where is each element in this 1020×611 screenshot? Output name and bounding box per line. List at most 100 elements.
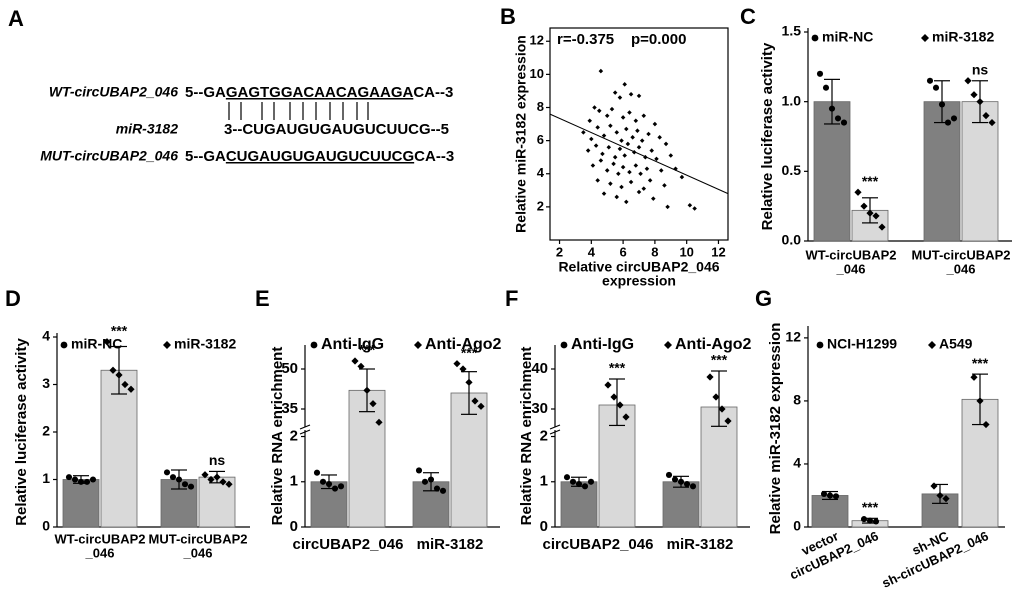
y-tick-label: 1: [42, 470, 50, 486]
y-tick-label: 1: [540, 473, 548, 490]
point: [620, 164, 626, 170]
point: [665, 204, 670, 210]
sequence-part: CA--3: [413, 84, 453, 101]
panel-letter: A: [8, 6, 24, 31]
marker: [976, 397, 984, 405]
sequence-name: MUT-circUBAP2_046: [40, 148, 178, 164]
marker: [213, 473, 221, 481]
significance-label: ***: [359, 342, 376, 358]
point: [652, 121, 658, 127]
panel-letter: E: [255, 286, 270, 311]
point: [627, 169, 632, 175]
x-axis-label: expression: [602, 273, 676, 289]
point: [628, 179, 634, 185]
y-tick-label: 0: [793, 518, 801, 534]
marker: [689, 483, 697, 490]
marker: [872, 518, 880, 525]
point: [641, 186, 647, 191]
y-tick-label: 8: [537, 99, 544, 114]
x-tick-label: MUT-circUBAP2: [149, 531, 248, 546]
y-tick-label: 0: [290, 518, 298, 535]
marker: [337, 483, 345, 490]
x-tick-label: miR-3182: [667, 536, 734, 553]
point: [585, 148, 591, 153]
y-tick-label: 3: [42, 375, 50, 391]
pairing-lines: [228, 102, 369, 120]
point: [601, 191, 607, 196]
point: [654, 156, 659, 162]
point: [627, 110, 632, 115]
sequence-part: GAGTGGACAACAGAAGA: [226, 84, 414, 101]
panel-letter: F: [505, 286, 518, 311]
marker: [71, 476, 79, 483]
bar: [100, 369, 138, 528]
marker: [826, 492, 834, 499]
marker: [610, 393, 618, 401]
bar: [560, 481, 598, 528]
significance-label: ***: [972, 355, 989, 371]
point: [663, 141, 669, 147]
significance-label: ***: [711, 352, 728, 368]
sequence-part: CUGAUGUGAUGUCUUCG: [226, 148, 414, 165]
marker: [878, 223, 886, 231]
marker: [187, 483, 195, 490]
significance-label: ***: [609, 360, 626, 376]
bar: [700, 406, 738, 528]
marker: [471, 397, 479, 405]
marker: [866, 209, 874, 217]
point: [622, 153, 627, 158]
marker: [872, 212, 880, 220]
axis-break: [299, 424, 311, 430]
panel-letter: B: [500, 4, 516, 29]
y-tick-label: 8: [793, 392, 801, 408]
marker: [433, 485, 441, 492]
legend-label: miR-NC: [71, 336, 122, 352]
marker: [982, 112, 990, 120]
marker: [604, 381, 612, 389]
bar: [450, 392, 488, 528]
plot-frame: [549, 27, 729, 241]
legend-label: NCI-H1299: [827, 336, 897, 352]
sequence-part: 5--GA: [185, 84, 226, 101]
point: [649, 148, 654, 153]
legend-label: Anti-Ago2: [425, 336, 502, 353]
axis-break: [299, 429, 311, 435]
point: [622, 82, 627, 87]
marker: [832, 493, 840, 500]
marker: [421, 478, 429, 485]
marker: [60, 341, 68, 349]
significance-label: ***: [862, 499, 879, 515]
marker: [331, 485, 339, 492]
point: [587, 118, 592, 124]
marker: [83, 478, 91, 485]
marker: [465, 378, 473, 386]
y-tick-label: 4: [793, 455, 801, 471]
x-tick-label: WT-circUBAP2: [805, 247, 896, 262]
point: [647, 178, 653, 183]
point: [657, 135, 662, 140]
point: [687, 202, 693, 208]
sequence-part: CUGAUGUGAUGUCUUCG: [242, 121, 430, 138]
y-tick-label: 1.5: [782, 23, 802, 39]
marker: [860, 516, 868, 523]
x-tick-label: 10: [679, 244, 693, 259]
marker: [622, 413, 630, 421]
marker: [459, 365, 467, 373]
point: [619, 184, 624, 190]
marker: [822, 84, 830, 91]
point: [609, 106, 615, 112]
marker: [936, 491, 944, 500]
marker: [683, 480, 691, 488]
marker: [665, 471, 673, 479]
marker: [944, 119, 952, 126]
marker: [932, 84, 940, 91]
legend-label: Anti-IgG: [571, 336, 634, 353]
x-tick-label: circUBAP2_046: [543, 536, 654, 553]
y-tick-label: 50: [281, 360, 298, 377]
marker: [77, 478, 85, 485]
point: [589, 136, 594, 142]
point: [625, 141, 631, 147]
point: [636, 93, 642, 99]
y-tick-label: 2: [42, 423, 50, 439]
point: [608, 181, 613, 186]
